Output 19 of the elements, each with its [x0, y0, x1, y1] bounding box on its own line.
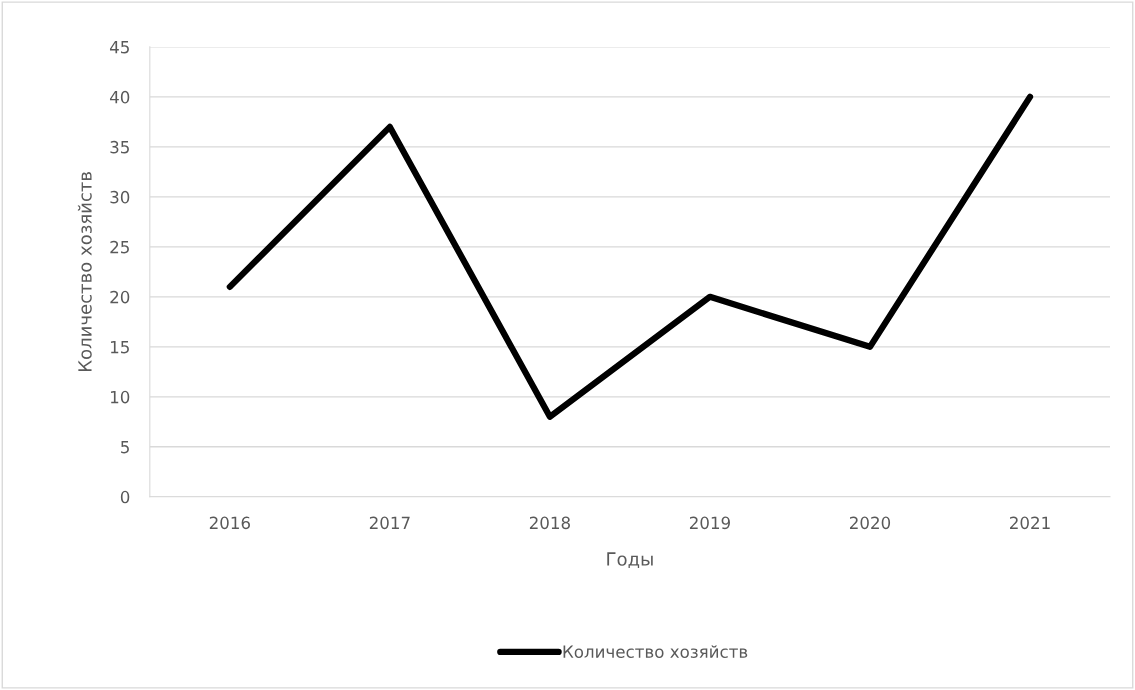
- y-axis-title: Количество хозяйств: [77, 172, 92, 371]
- y-tick-label: 25: [110, 240, 129, 254]
- y-tick-label: 5: [121, 440, 129, 454]
- x-axis-title: Годы: [607, 552, 653, 569]
- x-tick-label: 2016: [209, 516, 250, 530]
- y-tick-label: 20: [110, 290, 130, 304]
- y-tick-label: 10: [111, 390, 130, 404]
- x-tick-label: 2017: [369, 516, 410, 530]
- legend-label: Количество хозяйств: [563, 645, 748, 658]
- y-tick-label: 35: [110, 140, 129, 154]
- y-tick-label: 45: [109, 41, 129, 54]
- x-tick-label: 2018: [529, 516, 570, 530]
- y-tick-label: 15: [111, 341, 129, 354]
- y-tick-label: 30: [110, 190, 130, 204]
- x-tick-label: 2021: [1010, 516, 1050, 530]
- y-tick-label: 0: [120, 490, 130, 504]
- x-tick-label: 2019: [689, 516, 730, 530]
- x-tick-label: 2020: [849, 516, 891, 530]
- y-tick-label: 40: [109, 90, 130, 104]
